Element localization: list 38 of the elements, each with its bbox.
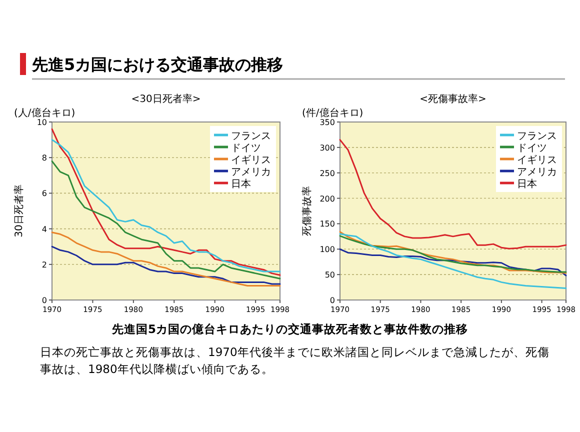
legend-label: アメリカ bbox=[517, 167, 557, 178]
chart-title: <30日死者率> bbox=[131, 93, 201, 105]
legend-label: イギリス bbox=[517, 154, 557, 166]
y-tick-label: 0 bbox=[42, 296, 47, 305]
legend-label: フランス bbox=[517, 131, 557, 142]
y-axis-title: 30日死者率 bbox=[13, 184, 25, 238]
line-series bbox=[339, 139, 567, 250]
y-tick-label: 350 bbox=[320, 118, 335, 127]
y-tick-label: 6 bbox=[42, 189, 47, 198]
line-series bbox=[51, 246, 281, 285]
y-tick-label: 100 bbox=[320, 245, 335, 254]
text: (件/億台キロ) bbox=[302, 107, 364, 119]
y-tick-label: 300 bbox=[320, 143, 335, 152]
line-series bbox=[339, 233, 567, 290]
y-tick-label: 250 bbox=[320, 168, 335, 178]
legend-label: アメリカ bbox=[231, 167, 271, 178]
text: (人/億台キロ) bbox=[14, 107, 76, 119]
y-tick-label: 10 bbox=[36, 118, 47, 127]
chart-title: <死傷事故率> bbox=[420, 93, 486, 105]
text: 先進5カ国における交通事故の推移 bbox=[31, 55, 284, 74]
legend-label: 日本 bbox=[231, 178, 251, 190]
text: 日本の死亡事故と死傷事故は、1970年代後半までに欧米諸国と同レベルまで急減したが、死傷事故は、1980年代以降横ばい傾向である。 bbox=[40, 345, 550, 376]
legend-label: フランス bbox=[231, 131, 271, 142]
y-tick-label: 8 bbox=[42, 154, 47, 163]
y-tick-label: 0 bbox=[330, 296, 335, 305]
line-series bbox=[51, 232, 281, 287]
y-tick-label: 2 bbox=[42, 260, 47, 270]
y-tick-label: 4 bbox=[42, 224, 47, 234]
y-tick-label: 50 bbox=[324, 270, 335, 280]
legend-label: ドイツ bbox=[517, 143, 547, 154]
line-series bbox=[339, 248, 567, 276]
text: 先進国5カ国の億台キロあたりの交通事故死者数と事故件数の推移 bbox=[110, 322, 468, 336]
y-axis-title: 死傷事故率 bbox=[301, 186, 313, 236]
y-tick-label: 200 bbox=[320, 194, 335, 204]
y-tick-label: 150 bbox=[320, 220, 335, 229]
legend-label: イギリス bbox=[231, 154, 271, 166]
legend-label: ドイツ bbox=[231, 143, 261, 154]
legend-label: 日本 bbox=[517, 178, 537, 190]
